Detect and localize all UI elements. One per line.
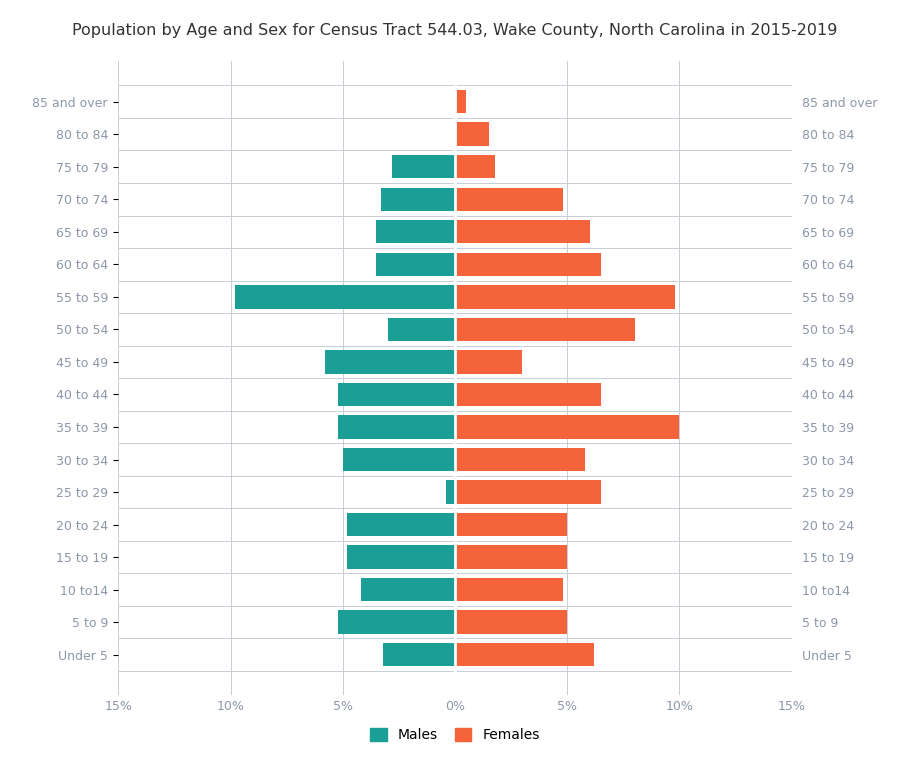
Bar: [343, 448, 455, 471]
Bar: [348, 513, 455, 536]
Bar: [455, 285, 675, 309]
Bar: [455, 122, 489, 146]
Legend: Males, Females: Males, Females: [363, 721, 547, 749]
Bar: [381, 187, 455, 211]
Bar: [455, 481, 601, 503]
Bar: [455, 90, 466, 113]
Bar: [455, 383, 601, 406]
Bar: [339, 416, 455, 439]
Bar: [235, 285, 455, 309]
Bar: [455, 545, 567, 569]
Bar: [377, 220, 455, 244]
Bar: [455, 253, 601, 276]
Bar: [455, 187, 562, 211]
Bar: [339, 383, 455, 406]
Bar: [455, 610, 567, 634]
Bar: [455, 155, 495, 179]
Bar: [446, 481, 455, 503]
Text: Population by Age and Sex for Census Tract 544.03, Wake County, North Carolina i: Population by Age and Sex for Census Tra…: [72, 23, 838, 38]
Bar: [455, 448, 585, 471]
Bar: [455, 220, 590, 244]
Bar: [325, 350, 455, 374]
Bar: [455, 578, 562, 601]
Bar: [455, 318, 634, 341]
Bar: [377, 253, 455, 276]
Bar: [455, 350, 522, 374]
Bar: [455, 416, 680, 439]
Bar: [339, 610, 455, 634]
Bar: [455, 513, 567, 536]
Bar: [388, 318, 455, 341]
Bar: [348, 545, 455, 569]
Bar: [383, 643, 455, 666]
Bar: [360, 578, 455, 601]
Bar: [455, 643, 594, 666]
Bar: [392, 155, 455, 179]
